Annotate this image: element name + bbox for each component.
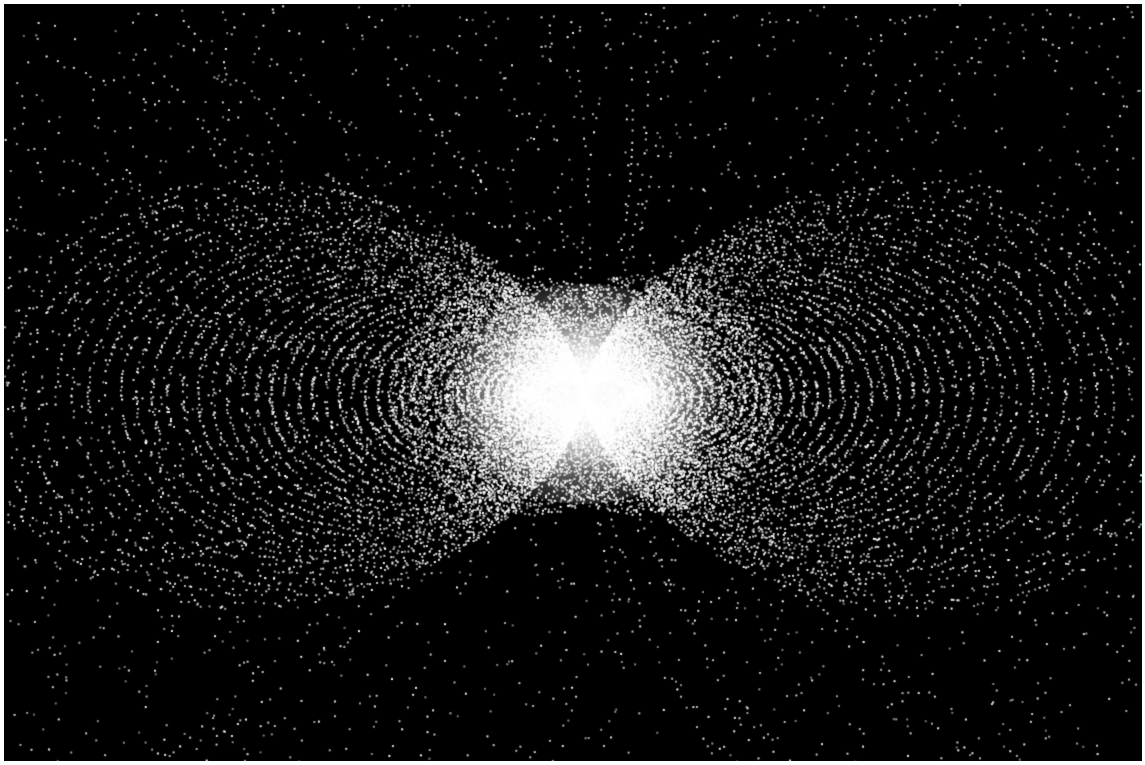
field-visualization-viewport <box>4 4 1142 761</box>
dipole-particle-canvas <box>4 4 1142 761</box>
